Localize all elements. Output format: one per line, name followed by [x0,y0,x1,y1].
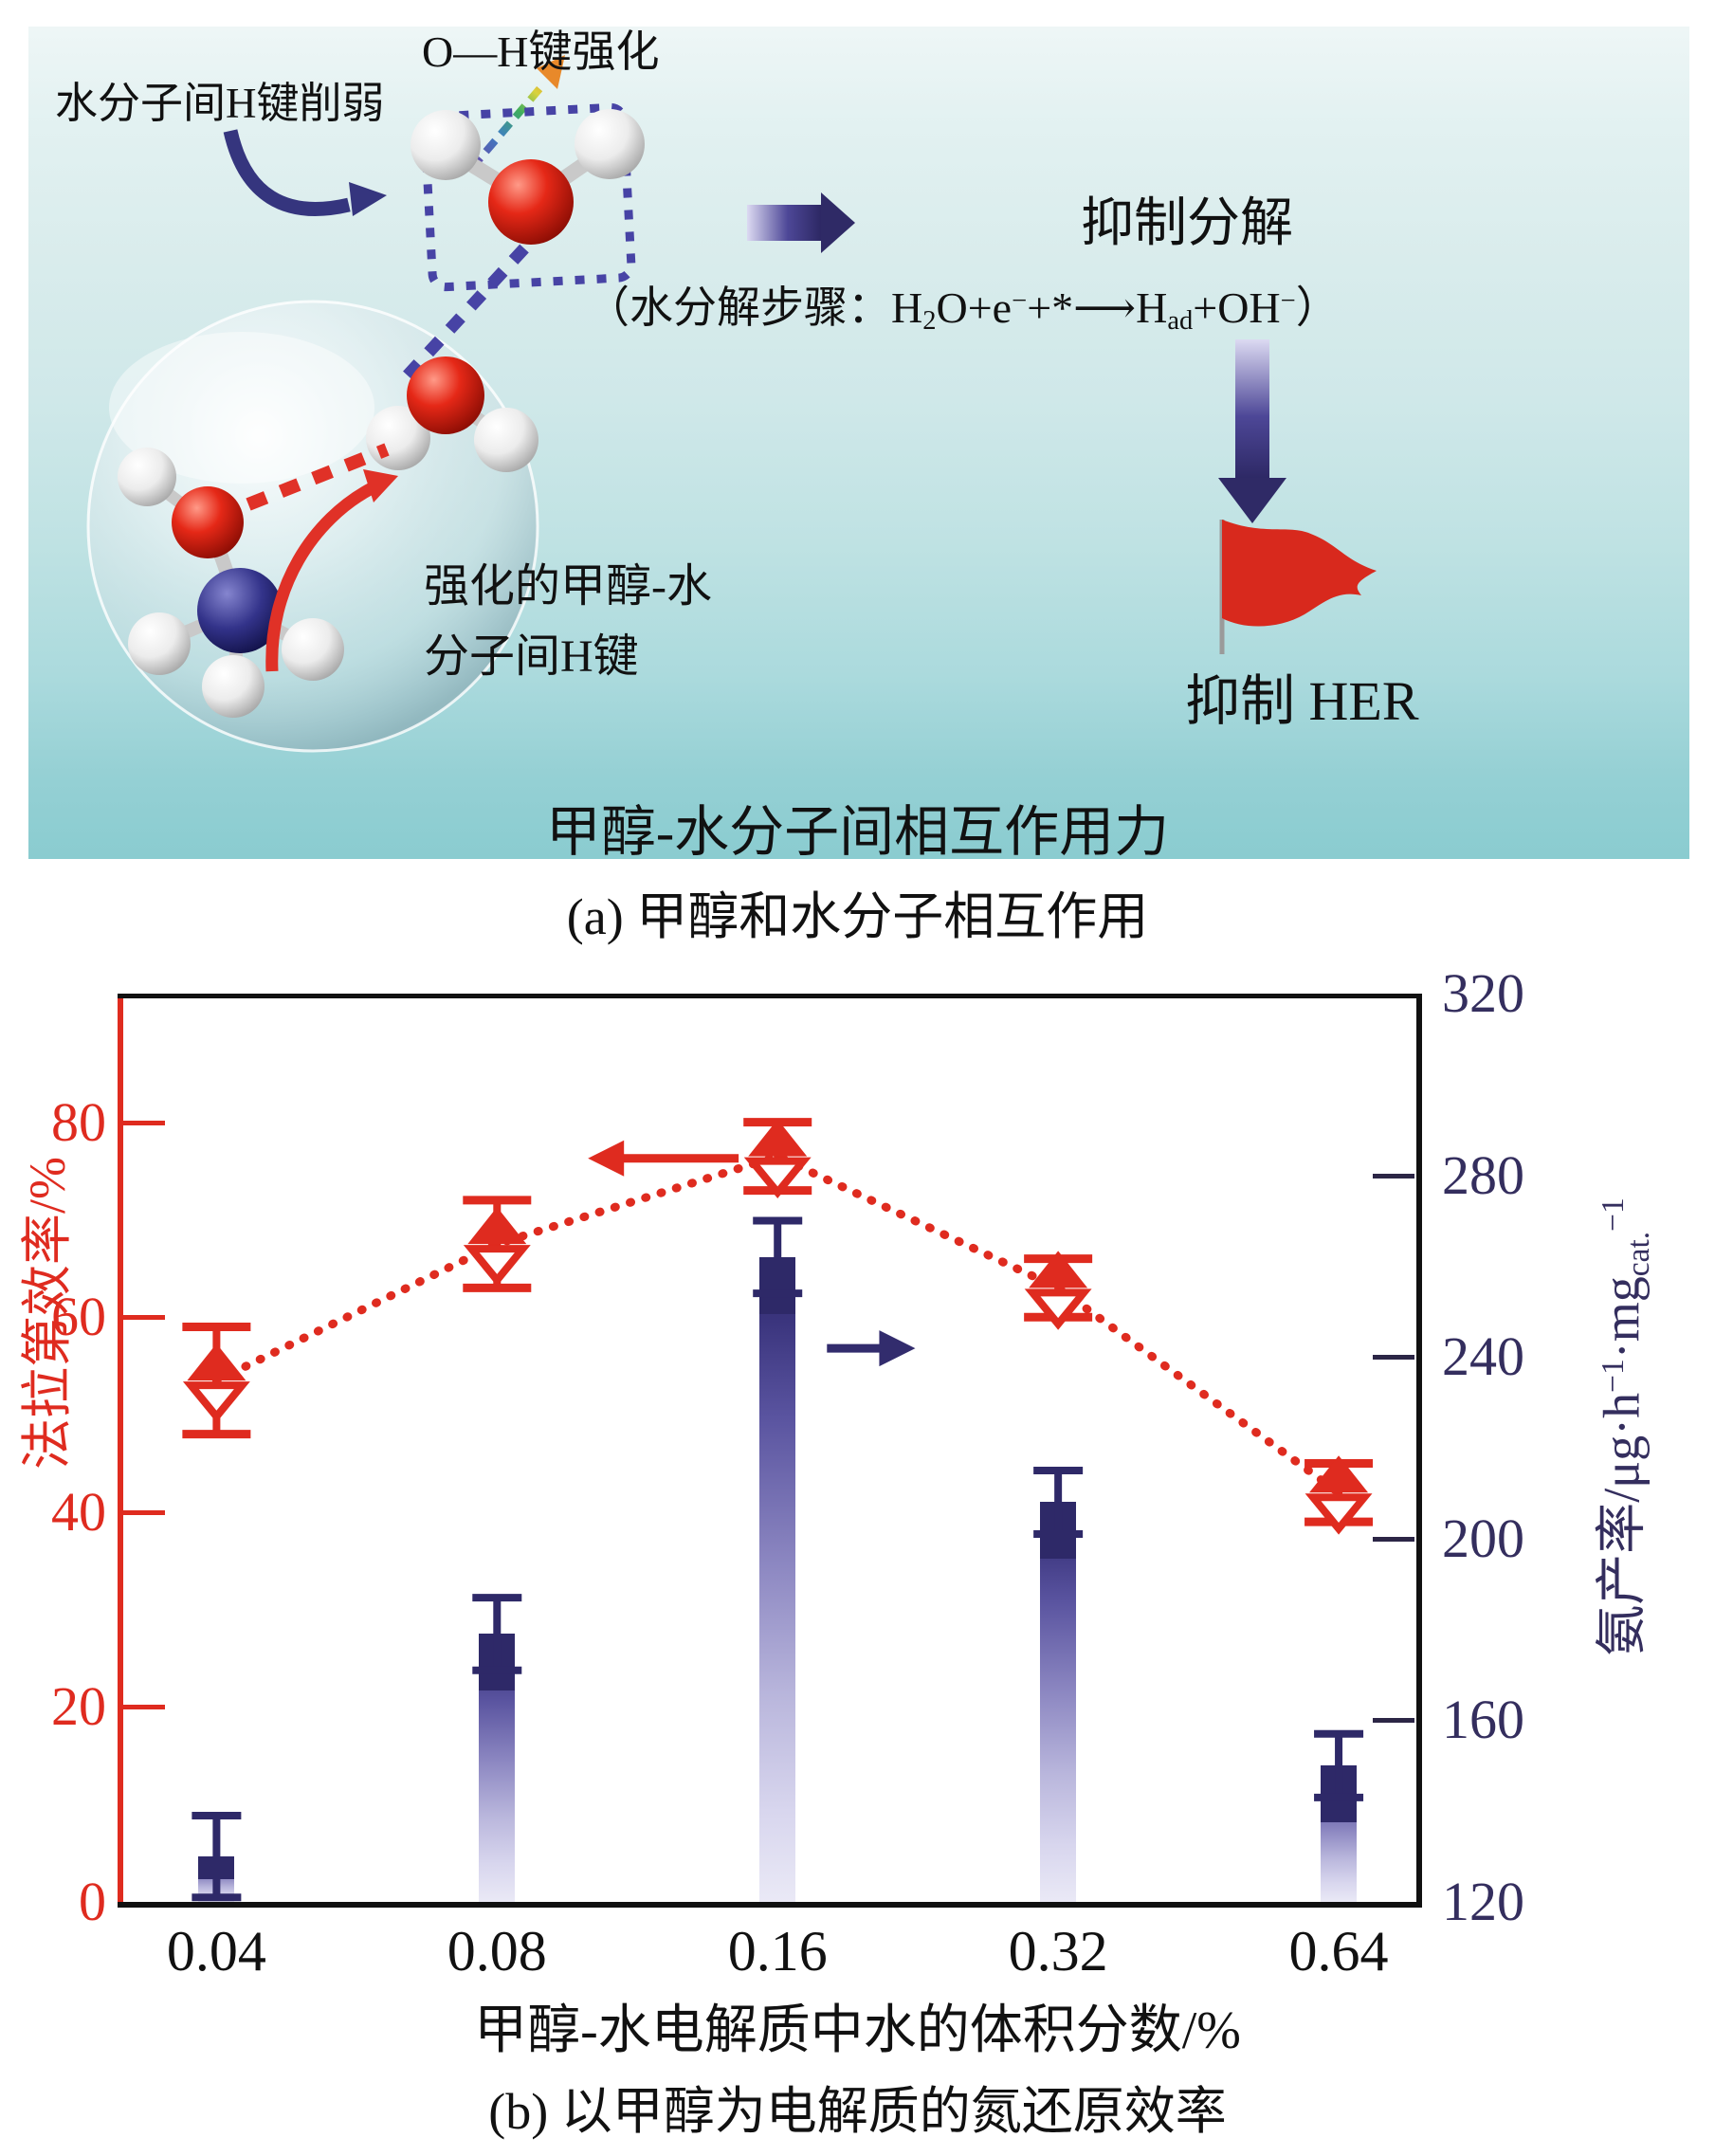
right-axis-title-sup: −1 [1596,1197,1631,1232]
bar-cap [479,1634,516,1691]
right-tick-label-200: 200 [1442,1507,1524,1569]
eq-part: +OH [1193,283,1281,332]
methanol-molecule [118,448,344,718]
water-molecule-bubble [366,356,538,472]
water-molecule-top [411,109,645,245]
bar-0.16 [759,1256,796,1902]
eq-sup: − [1280,285,1296,316]
right-tick-label-120: 120 [1442,1871,1524,1932]
right-axis-title-part: ·mg [1593,1276,1651,1360]
right-tick-label-240: 240 [1442,1325,1524,1388]
left-spine [118,994,123,1908]
label-suppress-decomposition: 抑制分解 [1081,194,1293,253]
suppress-arrow-down-icon [1218,339,1286,523]
right-tick-label-280: 280 [1442,1143,1524,1206]
label-interaction-force: 甲醇-水分子间相互作用力 [545,801,1170,863]
x-tick-label-0.32: 0.32 [1008,1920,1108,1982]
eq-part: （水分解步骤：H [586,283,923,332]
bar-cap [1040,1502,1077,1560]
eq-part: +* [1027,283,1074,332]
left-tick-40 [123,1509,165,1515]
eq-sub: 2 [922,306,937,337]
right-axis-title-part: 氨产率/μg·h [1593,1392,1651,1656]
eq-sup: − [1012,285,1028,316]
label-strengthened-bond-line1: 强化的甲醇-水 [424,561,712,612]
bar-0.08 [479,1634,516,1902]
strengthened-hbond-dashed-icon [246,443,390,511]
label-oh-bond-strengthened: O—H键强化 [422,27,660,76]
bottom-spine [118,1902,1422,1908]
x-tick-label-0.04: 0.04 [166,1920,266,1982]
x-axis-title: 甲醇-水电解质中水的体积分数/% [474,2001,1241,2060]
label-water-splitting-equation: （水分解步骤：H2O+e−+*⟶Had+OH−） [586,273,1340,337]
bar-cap [759,1256,796,1314]
eq-part: ） [1295,283,1340,332]
caption-panel-b: (b) 以甲醇为电解质的氮还原效率 [488,2083,1227,2140]
left-axis-title: 法拉第效率/% [19,1157,76,1470]
left-tick-label-0: 0 [79,1871,106,1932]
top-spine [118,994,1422,998]
label-strengthened-bond-line2: 分子间H键 [424,631,639,682]
right-tick-240 [1373,1355,1414,1361]
right-tick-label-320: 320 [1442,962,1524,1024]
suppress-arrow-right-icon [747,192,855,253]
bar-0.64 [1321,1765,1358,1902]
left-tick-20 [123,1705,165,1710]
left-tick-label-60: 60 [51,1286,106,1348]
left-tick-60 [123,1315,165,1321]
x-tick-label-0.64: 0.64 [1288,1920,1389,1982]
right-tick-280 [1373,1173,1414,1178]
left-tick-label-40: 40 [51,1480,106,1543]
right-axis-title: 氨产率/μg·h−1·mgcat.−1 [1583,1067,1656,1787]
bar-cap [198,1856,235,1880]
bar-0.04 [198,1856,235,1902]
curved-blue-arrow-icon [223,129,387,216]
eq-part: O+e [936,283,1013,332]
eq-arrow-icon: ⟶ [1073,283,1137,332]
x-tick-label-0.16: 0.16 [727,1920,828,1982]
left-tick-label-20: 20 [51,1675,106,1738]
label-suppress-her: 抑制 HER [1185,670,1419,732]
right-tick-160 [1373,1718,1414,1724]
dotted-box-icon [420,102,636,292]
right-axis-title-sup: −1 [1596,1359,1631,1393]
bar-cap [1321,1765,1358,1823]
left-tick-80 [123,1120,165,1125]
eq-sub: ad [1167,306,1194,337]
right-axis-title-sub: cat. [1620,1231,1656,1277]
left-tick-label-80: 80 [51,1090,106,1153]
panel-a-graphics [86,55,1377,753]
curved-red-arrow-icon [265,469,398,672]
right-spine [1416,994,1422,1908]
bar-0.32 [1040,1502,1077,1902]
red-flag-icon [1219,520,1377,654]
x-tick-label-0.08: 0.08 [447,1920,547,1982]
right-tick-200 [1373,1536,1414,1542]
rainbow-arrow-icon [467,55,565,172]
right-tick-label-160: 160 [1442,1689,1524,1751]
label-water-hbond-weakened: 水分子间H键削弱 [55,80,385,127]
caption-panel-a: (a) 甲醇和水分子相互作用 [566,888,1149,945]
eq-part: H [1136,283,1168,332]
